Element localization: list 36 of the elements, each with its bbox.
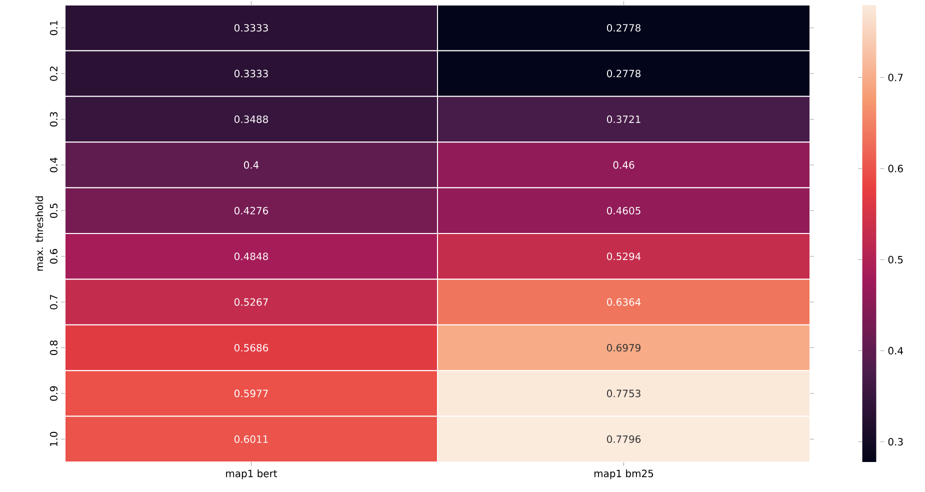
data-label: 0.5267 <box>234 298 268 306</box>
y-tick-label: 0.9 <box>50 386 58 401</box>
y-tick-label: 0.2 <box>50 66 58 81</box>
data-label: 0.5977 <box>234 390 268 398</box>
data-label: 0.7796 <box>606 435 641 443</box>
data-label: 0.4 <box>244 161 259 169</box>
y-tick-label: 0.5 <box>50 204 58 218</box>
data-label: 0.3333 <box>234 24 268 32</box>
color-bar-label: 0.7 <box>888 74 903 82</box>
y-tick-label: 0.6 <box>50 249 58 264</box>
data-label: 0.46 <box>613 161 634 169</box>
color-bar-label: 0.3 <box>888 438 903 446</box>
color-bar-label: 0.5 <box>888 256 903 264</box>
data-label: 0.4276 <box>234 206 268 214</box>
data-label: 0.7753 <box>606 390 640 398</box>
y-tick-label: 0.1 <box>50 20 58 36</box>
data-label: 0.6011 <box>234 435 268 443</box>
color-bar-label: 0.4 <box>888 346 903 354</box>
data-label: 0.5294 <box>606 252 641 260</box>
y-tick-label: 0.7 <box>50 294 58 310</box>
color-bar-label: 0.6 <box>888 164 903 172</box>
data-label: 0.3721 <box>606 115 640 124</box>
y-tick-label: 1.0 <box>50 432 58 446</box>
x-tick-label: map1 bert <box>226 470 278 480</box>
data-label: 0.4605 <box>606 206 640 214</box>
data-label: 0.4848 <box>234 252 268 260</box>
y-tick-label: 0.8 <box>50 340 58 356</box>
y-axis-title: max. threshold <box>35 196 44 271</box>
data-label: 0.3333 <box>234 70 268 78</box>
data-label: 0.2778 <box>606 70 640 78</box>
x-tick-label: map1 bm25 <box>594 470 654 480</box>
data-label: 0.5686 <box>234 344 268 352</box>
data-label: 0.3488 <box>234 115 268 124</box>
data-label: 0.6364 <box>606 298 641 306</box>
y-tick-label: 0.3 <box>50 112 58 127</box>
y-tick-label: 0.4 <box>50 158 58 172</box>
